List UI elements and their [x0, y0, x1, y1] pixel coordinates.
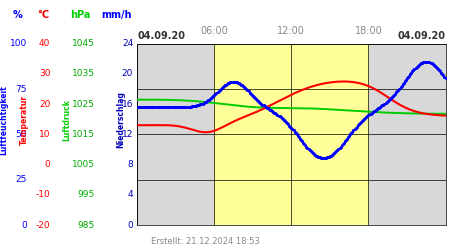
Text: Luftdruck: Luftdruck	[62, 99, 71, 141]
Text: Luftfeuchtigkeit: Luftfeuchtigkeit	[0, 85, 8, 155]
Text: 4: 4	[128, 190, 133, 199]
Bar	[214, 44, 369, 225]
Text: 12:00: 12:00	[278, 26, 305, 36]
Text: Niederschlag: Niederschlag	[116, 92, 125, 148]
Text: 04.09.20: 04.09.20	[397, 31, 446, 41]
Text: 8: 8	[127, 160, 133, 169]
Text: 985: 985	[77, 220, 94, 230]
Text: 16: 16	[122, 100, 133, 109]
Text: 995: 995	[77, 190, 94, 199]
Text: %: %	[12, 10, 22, 20]
Text: 0: 0	[127, 220, 133, 230]
Text: 20: 20	[122, 70, 133, 78]
Text: 25: 25	[16, 175, 27, 184]
Text: 30: 30	[39, 70, 50, 78]
Text: Temperatur: Temperatur	[20, 95, 29, 145]
Text: hPa: hPa	[70, 10, 90, 20]
Text: 50: 50	[15, 130, 27, 139]
Text: °C: °C	[37, 10, 49, 20]
Text: mm/h: mm/h	[101, 10, 131, 20]
Text: 1035: 1035	[72, 70, 94, 78]
Text: -10: -10	[36, 190, 50, 199]
Text: 1015: 1015	[72, 130, 94, 139]
Text: 06:00: 06:00	[200, 26, 228, 36]
Text: 0: 0	[45, 160, 50, 169]
Text: 100: 100	[10, 39, 27, 48]
Text: 04.09.20: 04.09.20	[137, 31, 185, 41]
Text: Erstellt: 21.12.2024 18:53: Erstellt: 21.12.2024 18:53	[151, 237, 260, 246]
Text: 20: 20	[39, 100, 50, 109]
Text: -20: -20	[36, 220, 50, 230]
Text: 1025: 1025	[72, 100, 94, 109]
Text: 12: 12	[122, 130, 133, 139]
Text: 18:00: 18:00	[355, 26, 382, 36]
Text: 10: 10	[39, 130, 50, 139]
Text: 1005: 1005	[72, 160, 94, 169]
Text: 0: 0	[21, 220, 27, 230]
Text: 75: 75	[15, 84, 27, 94]
Text: 1045: 1045	[72, 39, 94, 48]
Text: 40: 40	[39, 39, 50, 48]
Text: 24: 24	[122, 39, 133, 48]
